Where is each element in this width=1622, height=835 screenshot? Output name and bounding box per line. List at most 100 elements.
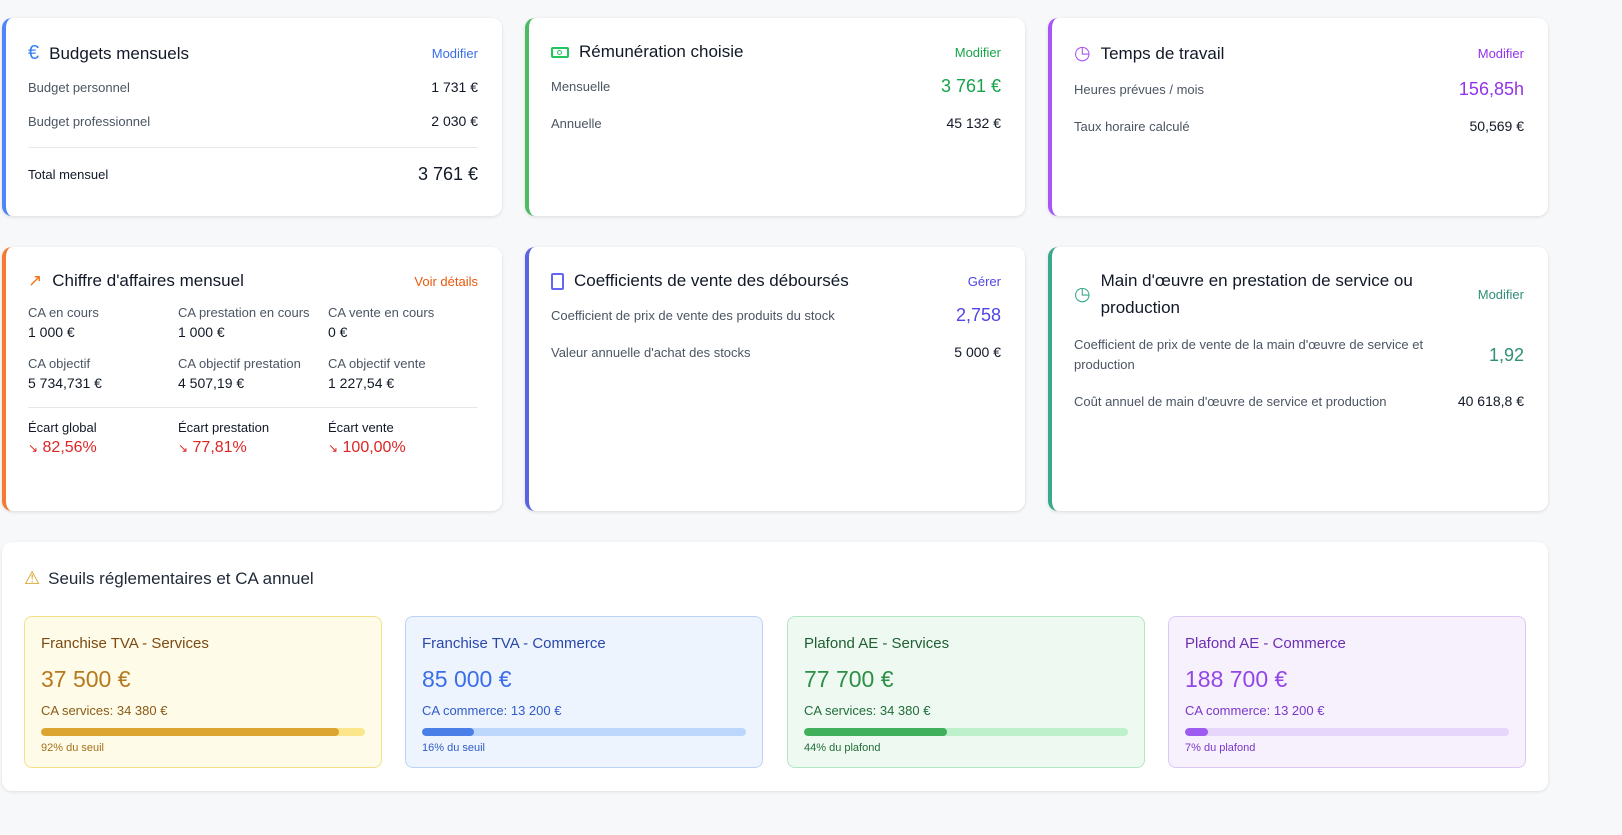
ecart-item: Écart global ↘ 82,56%	[28, 420, 178, 457]
modifier-mo-button[interactable]: Modifier	[1477, 286, 1524, 302]
ca-item-label: CA objectif vente	[328, 356, 426, 371]
ca-item-label: CA objectif prestation	[178, 356, 301, 371]
ca-item: CA prestation en cours 1 000 €	[178, 305, 328, 340]
card-title: Coefficients de vente des déboursés	[574, 271, 849, 290]
tile-name: Plafond AE - Commerce	[1185, 635, 1346, 652]
seuil-tile: Franchise TVA - Services 37 500 € CA ser…	[24, 616, 382, 768]
clock-icon: ◷	[1074, 283, 1091, 305]
label: Mensuelle	[551, 79, 611, 94]
ecart-label: Écart global	[28, 420, 97, 435]
label: Coût annuel de main d'œuvre de service e…	[1074, 393, 1387, 409]
voir-details-button[interactable]: Voir détails	[414, 273, 478, 289]
ca-item-value: 4 507,19 €	[178, 375, 245, 391]
tile-percent: 92% du seuil	[41, 742, 104, 754]
calculator-icon	[551, 272, 564, 290]
total-value: 3 761 €	[417, 164, 478, 184]
tile-ca: CA commerce: 13 200 €	[1185, 703, 1325, 718]
ca-item-label: CA vente en cours	[328, 305, 435, 320]
euro-icon: €	[28, 42, 40, 64]
main-oeuvre-card: ◷ Main d'œuvre en prestation de service o…	[1048, 247, 1548, 511]
ca-item-value: 1 000 €	[28, 324, 75, 340]
tile-name: Plafond AE - Services	[804, 635, 950, 652]
label: Coefficient de prix de vente des produit…	[551, 308, 835, 323]
modifier-budgets-button[interactable]: Modifier	[431, 46, 478, 61]
label: Heures prévues / mois	[1074, 82, 1205, 97]
value: 156,85h	[1458, 79, 1524, 99]
panel-title: Seuils réglementaires et CA annuel	[48, 568, 314, 588]
tile-percent: 7% du plafond	[1185, 742, 1256, 754]
tile-amount: 85 000 €	[422, 666, 512, 692]
tile-amount: 77 700 €	[804, 666, 894, 692]
value: 1 731 €	[431, 79, 478, 95]
ca-item: CA objectif prestation 4 507,19 €	[178, 356, 328, 391]
value: 5 000 €	[954, 344, 1001, 360]
total-label: Total mensuel	[28, 167, 109, 182]
label: Coefficient de prix de vente de la main …	[1074, 337, 1424, 372]
ecart-label: Écart vente	[328, 420, 394, 435]
tile-percent: 16% du seuil	[422, 742, 485, 754]
ca-item-label: CA prestation en cours	[178, 305, 310, 320]
trending-down-icon: ↘	[28, 441, 39, 455]
ca-item-label: CA en cours	[28, 305, 99, 320]
ecart-value: 100,00%	[342, 439, 406, 456]
progress-fill	[804, 728, 947, 736]
remuneration-card: Rémunération choisie Modifier Mensuelle 3 …	[525, 18, 1025, 216]
tile-percent: 44% du plafond	[804, 742, 881, 754]
progress-bar	[422, 728, 746, 736]
value: 40 618,8 €	[1457, 393, 1524, 409]
tile-ca: CA commerce: 13 200 €	[422, 703, 562, 718]
trending-up-icon: ↗	[28, 271, 43, 290]
ca-card: ↗ Chiffre d'affaires mensuel Voir détails …	[2, 247, 502, 511]
ecart-item: Écart vente ↘ 100,00%	[328, 420, 478, 457]
card-title: Rémunération choisie	[579, 42, 744, 61]
tile-amount: 188 700 €	[1185, 666, 1288, 692]
clock-icon: ◷	[1074, 43, 1091, 64]
tile-name: Franchise TVA - Services	[41, 635, 209, 652]
value: 45 132 €	[946, 115, 1002, 131]
label: Taux horaire calculé	[1074, 118, 1190, 134]
ca-item-value: 5 734,731 €	[28, 375, 102, 391]
ecart-item: Écart prestation ↘ 77,81%	[178, 420, 328, 457]
ca-item-value: 1 227,54 €	[328, 375, 395, 391]
ca-item: CA vente en cours 0 €	[328, 305, 478, 340]
tile-ca: CA services: 34 380 €	[804, 703, 931, 718]
seuils-panel: ⚠ Seuils réglementaires et CA annuel Fran…	[2, 542, 1548, 791]
card-title: Budgets mensuels	[49, 43, 189, 63]
value: 1,92	[1488, 345, 1524, 365]
divider	[28, 147, 478, 148]
ecart-value: 82,56%	[42, 439, 97, 456]
tile-ca: CA services: 34 380 €	[41, 703, 168, 718]
value: 2,758	[955, 305, 1001, 325]
divider	[28, 407, 478, 408]
label: Annuelle	[551, 115, 602, 131]
tile-name: Franchise TVA - Commerce	[422, 635, 606, 652]
progress-fill	[41, 728, 340, 736]
ecart-label: Écart prestation	[178, 420, 270, 435]
budgets-card: € Budgets mensuels Modifier Budget personn…	[2, 18, 502, 216]
ca-item-value: 1 000 €	[178, 324, 225, 340]
seuil-tile: Franchise TVA - Commerce 85 000 € CA com…	[405, 616, 763, 768]
card-title: Chiffre d'affaires mensuel	[52, 271, 244, 290]
label: Valeur annuelle d'achat des stocks	[551, 344, 751, 360]
modifier-remuneration-button[interactable]: Modifier	[954, 44, 1001, 60]
seuil-tile: Plafond AE - Services 77 700 € CA servic…	[787, 616, 1145, 768]
progress-fill	[422, 728, 474, 736]
progress-bar	[1185, 728, 1509, 736]
coefficients-card: Coefficients de vente des déboursés Gérer…	[525, 247, 1025, 511]
tile-amount: 37 500 €	[41, 666, 131, 692]
modifier-temps-button[interactable]: Modifier	[1477, 46, 1524, 61]
ecart-value: 77,81%	[192, 439, 247, 456]
label: Budget personnel	[28, 79, 130, 95]
temps-card: ◷ Temps de travail Modifier Heures prévues…	[1048, 18, 1548, 216]
gerer-button[interactable]: Gérer	[967, 273, 1001, 289]
value: 3 761 €	[940, 76, 1001, 96]
progress-bar	[41, 728, 365, 736]
trending-down-icon: ↘	[328, 441, 339, 455]
ca-item-label: CA objectif	[28, 356, 91, 371]
ca-item-value: 0 €	[328, 324, 348, 340]
ca-item: CA objectif 5 734,731 €	[28, 356, 178, 391]
ca-item: CA objectif vente 1 227,54 €	[328, 356, 478, 391]
warning-icon: ⚠	[24, 568, 41, 588]
progress-fill	[1185, 728, 1208, 736]
seuil-tile: Plafond AE - Commerce 188 700 € CA comme…	[1168, 616, 1526, 768]
